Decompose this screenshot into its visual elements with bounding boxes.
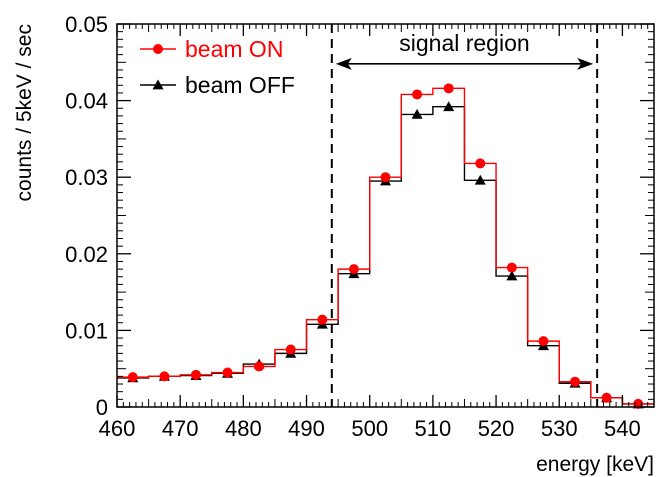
plot-area: [117, 24, 654, 409]
beam-on-point: [443, 83, 454, 94]
beam-on-point: [601, 392, 612, 403]
beam-on-legend-marker: [153, 44, 163, 54]
beam-off-point: [443, 101, 455, 112]
y-axis-title: counts / 5keV / sec: [13, 24, 36, 201]
x-tick-label: 510: [415, 416, 452, 441]
x-tick-label: 520: [478, 416, 515, 441]
y-tick-label: 0.03: [65, 165, 108, 190]
beam-off-point: [474, 174, 486, 185]
x-tick-label: 490: [288, 416, 325, 441]
x-tick-label: 480: [225, 416, 262, 441]
x-tick-label: 540: [604, 416, 641, 441]
beam-on-point: [254, 361, 265, 372]
x-tick-label: 500: [351, 416, 388, 441]
beam-on-point: [412, 89, 423, 100]
beam-on-point: [570, 376, 581, 387]
signal-region-arrowhead-right: [577, 57, 594, 70]
beam-off-legend-label: beam OFF: [185, 72, 295, 98]
signal-region-label: signal region: [399, 30, 529, 56]
beam-on-point: [127, 372, 138, 383]
beam-on-point: [538, 336, 549, 347]
beam-on-point: [317, 314, 328, 325]
signal-region-arrowhead-left: [335, 57, 352, 70]
axis-ticks: 460 470 480 490 500 510 520 530 540 0 0.01 0.02 0.03…: [65, 12, 654, 441]
beam-on-point: [380, 172, 391, 183]
beam-on-point: [348, 264, 359, 275]
y-tick-label: 0.02: [65, 242, 108, 267]
beam-off-histogram: [117, 106, 654, 405]
x-tick-label: 470: [162, 416, 199, 441]
beam-on-point: [159, 371, 170, 382]
y-tick-label: 0.04: [65, 89, 108, 114]
beam-on-point: [222, 367, 233, 378]
beam-on-point: [285, 344, 296, 355]
x-tick-label: 530: [541, 416, 578, 441]
x-axis-title: energy [keV]: [536, 453, 654, 476]
beam-on-legend-label: beam ON: [185, 36, 283, 62]
beam-on-histogram: [117, 87, 654, 405]
beam-on-point: [475, 158, 486, 169]
y-tick-label: 0.01: [65, 318, 108, 343]
y-tick-label: 0: [96, 395, 108, 420]
beam-off-legend-marker: [152, 79, 164, 90]
y-tick-label: 0.05: [65, 12, 108, 37]
beam-off-point: [411, 108, 423, 119]
x-tick-label: 460: [99, 416, 136, 441]
beam-off-point: [506, 270, 518, 281]
beam-on-point: [190, 369, 201, 380]
beam-on-point: [506, 262, 517, 273]
legend: beam ON beam OFF: [140, 36, 295, 98]
